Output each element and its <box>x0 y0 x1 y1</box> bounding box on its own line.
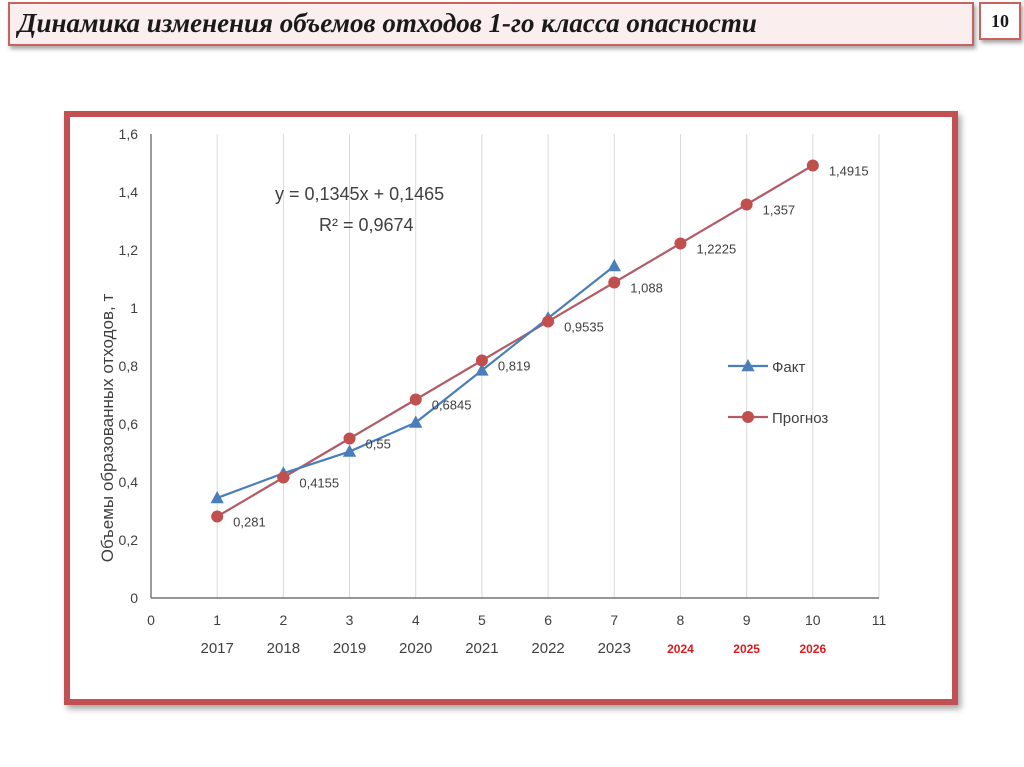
data-label: 0,9535 <box>564 319 604 334</box>
y-axis-label: Объемы образованных отходов, т <box>98 294 117 563</box>
x-tick-label: 3 <box>346 612 354 628</box>
legend: Факт Прогноз <box>728 359 828 427</box>
legend-forecast-label: Прогноз <box>772 410 828 427</box>
x-tick-labels: 0 1 2 3 4 5 6 7 8 9 10 11 <box>147 612 886 628</box>
year-label: 2025 <box>733 642 760 656</box>
forecast-marker <box>475 354 488 367</box>
y-tick-label: 0,2 <box>119 532 139 548</box>
line-chart: 0 0,2 0,4 0,6 0,8 1 1,2 1,4 1,6 0 1 2 3 4 5 6 7 8 9 10 11 2… <box>98 126 886 657</box>
forecast-marker <box>542 315 555 328</box>
year-label: 2022 <box>531 640 564 657</box>
year-label: 2024 <box>667 642 694 656</box>
trendline-r-squared: R² = 0,9674 <box>319 215 414 235</box>
year-label: 2023 <box>598 640 631 657</box>
data-label: 1,357 <box>763 202 796 217</box>
data-label: 0,55 <box>366 437 391 452</box>
chart-frame: 0 0,2 0,4 0,6 0,8 1 1,2 1,4 1,6 0 1 2 3 4 5 6 7 8 9 10 11 2… <box>64 111 958 705</box>
trendline-equation: y = 0,1345x + 0,1465 <box>275 184 444 204</box>
year-label: 2026 <box>799 642 826 656</box>
fact-marker <box>409 415 423 428</box>
y-tick-label: 1,6 <box>119 126 139 142</box>
y-tick-label: 0,6 <box>119 416 139 432</box>
forecast-marker <box>740 198 753 211</box>
x-tick-label: 9 <box>743 612 751 628</box>
forecast-marker <box>211 510 224 523</box>
x-tick-label: 4 <box>412 612 420 628</box>
fact-marker <box>607 258 621 272</box>
series-lines <box>216 164 814 518</box>
x-tick-label: 11 <box>872 612 887 628</box>
y-tick-label: 0 <box>130 590 138 606</box>
x-tick-label: 1 <box>213 612 221 628</box>
y-tick-label: 1 <box>130 300 138 316</box>
forecast-marker <box>806 159 819 172</box>
data-labels: 0,281 0,4155 0,55 0,6845 0,819 0,9535 1,088 1,2… <box>233 163 868 529</box>
data-label: 0,4155 <box>299 476 339 491</box>
fact-marker <box>210 490 224 504</box>
y-tick-label: 0,4 <box>119 474 139 490</box>
slide-title: Динамика изменения объемов отходов 1-го … <box>18 8 757 38</box>
x-tick-label: 7 <box>610 612 618 628</box>
page-number-box: 10 <box>979 2 1021 40</box>
x-tick-label: 5 <box>478 612 486 628</box>
axes <box>150 134 879 599</box>
data-label: 1,4915 <box>829 163 869 178</box>
legend-forecast-marker <box>742 411 754 423</box>
legend-fact-label: Факт <box>772 359 805 376</box>
year-label: 2018 <box>267 640 300 657</box>
data-label: 1,2225 <box>696 241 736 256</box>
y-tick-label: 0,8 <box>119 358 139 374</box>
year-label: 2021 <box>465 640 498 657</box>
slide-title-bar: Динамика изменения объемов отходов 1-го … <box>8 2 974 46</box>
data-label: 0,819 <box>498 358 531 373</box>
y-tick-label: 1,2 <box>119 242 139 258</box>
series-markers <box>210 159 819 523</box>
y-tick-label: 1,4 <box>119 184 139 200</box>
y-tick-labels: 0 0,2 0,4 0,6 0,8 1 1,2 1,4 1,6 <box>119 126 139 606</box>
data-label: 1,088 <box>630 280 663 295</box>
forecast-series-line <box>216 164 814 518</box>
fact-marker <box>475 363 489 376</box>
forecast-marker <box>409 393 422 406</box>
x-tick-label: 0 <box>147 612 155 628</box>
year-label: 2020 <box>399 640 432 657</box>
page-number: 10 <box>991 10 1009 31</box>
forecast-marker <box>674 237 687 250</box>
forecast-marker <box>608 276 621 289</box>
fact-marker <box>342 444 357 457</box>
data-label: 0,281 <box>233 515 266 530</box>
year-label: 2017 <box>200 640 233 657</box>
forecast-marker <box>343 432 356 445</box>
year-label: 2019 <box>333 640 366 657</box>
year-labels: 2017 2018 2019 2020 2021 2022 2023 2024 2025 2026 <box>200 640 826 657</box>
x-tick-label: 2 <box>279 612 287 628</box>
data-label: 0,6845 <box>432 397 472 412</box>
x-tick-label: 6 <box>544 612 552 628</box>
x-tick-label: 8 <box>677 612 685 628</box>
legend-fact-marker <box>741 359 755 372</box>
x-tick-label: 10 <box>805 612 821 628</box>
forecast-marker <box>277 471 290 484</box>
